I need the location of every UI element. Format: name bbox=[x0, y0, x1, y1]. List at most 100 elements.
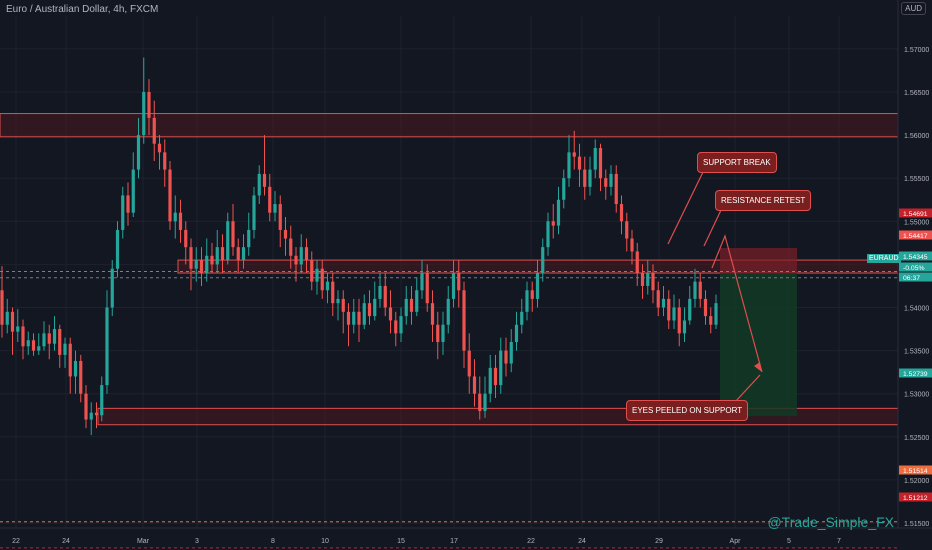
take-profit-area[interactable] bbox=[720, 273, 797, 417]
support-break-callout[interactable]: SUPPORT BREAK bbox=[697, 152, 777, 173]
candle-body bbox=[268, 186, 272, 213]
candle-body bbox=[63, 343, 67, 355]
price-label-bg bbox=[899, 368, 932, 378]
candle-body bbox=[163, 152, 167, 170]
candle-body bbox=[173, 212, 177, 222]
candle-body bbox=[31, 340, 36, 351]
candle-body bbox=[635, 251, 639, 274]
price-label: 06:37 bbox=[903, 275, 920, 282]
price-label-bg bbox=[899, 272, 932, 282]
candle-body bbox=[157, 143, 162, 153]
candle-body bbox=[457, 273, 461, 291]
candle-body bbox=[630, 238, 634, 252]
candle-body bbox=[320, 268, 324, 291]
candle-body bbox=[677, 307, 681, 334]
price-label: 1.54691 bbox=[903, 211, 928, 218]
candle-body bbox=[47, 333, 51, 344]
candle-body bbox=[94, 412, 99, 416]
candle-body bbox=[541, 247, 545, 274]
candle-body bbox=[115, 229, 120, 269]
watermark: @Trade_Simple_FX bbox=[767, 514, 894, 530]
candle-body bbox=[194, 260, 198, 269]
resistance-retest-callout[interactable]: RESISTANCE RETEST bbox=[715, 190, 812, 211]
candle-body bbox=[472, 376, 477, 394]
eyes-peeled-callout[interactable]: EYES PEELED ON SUPPORT bbox=[626, 400, 749, 421]
zone-resistance-top[interactable] bbox=[0, 113, 899, 138]
candle-body bbox=[619, 204, 624, 222]
candle-body bbox=[367, 303, 372, 317]
candles-layer bbox=[0, 57, 718, 436]
candle-body bbox=[483, 393, 487, 411]
price-label-bg bbox=[899, 208, 932, 218]
candle-body bbox=[598, 148, 603, 179]
candle-body bbox=[640, 273, 645, 286]
candle-body bbox=[609, 173, 613, 187]
candle-body bbox=[588, 169, 592, 187]
candle-body bbox=[614, 173, 618, 205]
symbol-tag: EURAUD bbox=[867, 254, 901, 263]
candle-body bbox=[467, 350, 471, 377]
x-tick-label: 7 bbox=[837, 538, 841, 545]
candle-body bbox=[520, 311, 524, 325]
price-label-bg bbox=[899, 251, 932, 261]
price-label-bg bbox=[899, 492, 932, 502]
candle-body bbox=[58, 329, 62, 355]
candle-body bbox=[89, 412, 93, 420]
candle-body bbox=[262, 173, 267, 187]
price-label-bg bbox=[899, 262, 932, 272]
candle-body bbox=[562, 178, 566, 200]
candle-body bbox=[184, 229, 188, 248]
candle-body bbox=[131, 169, 135, 213]
candle-body bbox=[231, 221, 235, 248]
price-label: -0.05% bbox=[903, 265, 925, 272]
position-tool[interactable] bbox=[720, 248, 797, 417]
x-tick-label: 15 bbox=[397, 538, 405, 545]
candle-body bbox=[226, 221, 230, 261]
candle-body bbox=[436, 324, 440, 342]
candle-body bbox=[52, 329, 57, 344]
candle-body bbox=[299, 247, 303, 265]
candle-body bbox=[415, 290, 419, 312]
price-label-bg bbox=[899, 465, 932, 475]
candle-body bbox=[651, 273, 655, 291]
candle-body bbox=[451, 273, 456, 299]
candle-body bbox=[352, 311, 356, 325]
price-axis[interactable]: 1.570001.565001.560001.555001.550001.545… bbox=[897, 0, 932, 550]
candle-body bbox=[556, 199, 561, 226]
candle-body bbox=[572, 152, 576, 157]
candle-body bbox=[604, 178, 608, 187]
candle-body bbox=[441, 324, 445, 342]
candle-body bbox=[42, 333, 46, 347]
currency-label[interactable]: AUD bbox=[901, 2, 926, 15]
candle-body bbox=[714, 303, 718, 325]
candle-body bbox=[425, 273, 429, 304]
candle-body bbox=[672, 307, 676, 321]
candle-body bbox=[147, 92, 151, 118]
x-tick-label: 8 bbox=[271, 538, 275, 545]
candle-body bbox=[525, 290, 529, 312]
x-tick-label: 24 bbox=[578, 538, 586, 545]
candle-body bbox=[315, 268, 319, 282]
candle-body bbox=[126, 195, 130, 213]
candle-body bbox=[567, 152, 571, 179]
candle-body bbox=[682, 320, 687, 334]
candle-body bbox=[667, 298, 671, 321]
chart-title: Euro / Australian Dollar, 4h, FXCM bbox=[6, 4, 159, 15]
price-label-bg bbox=[899, 230, 932, 240]
candle-body bbox=[509, 341, 513, 364]
candle-body bbox=[388, 307, 393, 321]
y-tick-label: 1.55500 bbox=[904, 176, 929, 183]
time-axis[interactable]: 22 24 Mar 3 8 10 15 17 22 24 29 Apr 5 7 bbox=[0, 527, 932, 545]
stop-loss-area[interactable] bbox=[720, 248, 797, 274]
candle-body bbox=[84, 393, 88, 420]
price-label: 1.51212 bbox=[903, 495, 928, 502]
y-tick-label: 1.54000 bbox=[904, 306, 929, 313]
candle-body bbox=[577, 156, 582, 170]
candle-body bbox=[304, 247, 309, 261]
price-label: 1.54345 bbox=[903, 254, 928, 261]
candle-body bbox=[310, 260, 314, 282]
candle-body bbox=[420, 273, 424, 291]
candle-body bbox=[331, 281, 335, 304]
y-tick-label: 1.56000 bbox=[904, 133, 929, 140]
